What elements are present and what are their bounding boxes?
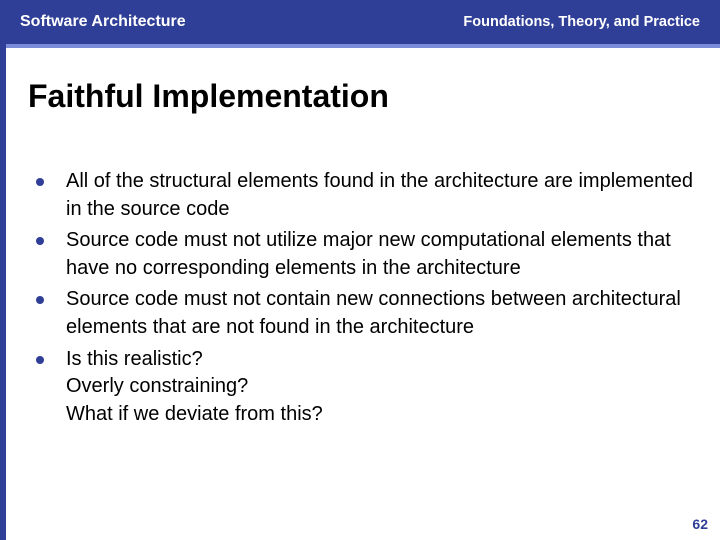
bullet-icon [36, 178, 44, 186]
header-bar: Software Architecture Foundations, Theor… [6, 0, 720, 44]
bullet-text: All of the structural elements found in … [66, 168, 696, 223]
header-left-text: Software Architecture [20, 13, 186, 31]
header-right-text: Foundations, Theory, and Practice [463, 14, 700, 30]
list-item: Is this realistic?Overly constraining?Wh… [30, 346, 696, 429]
list-item: All of the structural elements found in … [30, 168, 696, 223]
bullet-list: All of the structural elements found in … [30, 168, 696, 432]
header-underline [6, 44, 720, 48]
bullet-text: Source code must not contain new connect… [66, 286, 696, 341]
list-item: Source code must not contain new connect… [30, 286, 696, 341]
bullet-text: Source code must not utilize major new c… [66, 227, 696, 282]
left-border [0, 0, 6, 540]
slide-title: Faithful Implementation [28, 78, 389, 115]
bullet-icon [36, 237, 44, 245]
bullet-icon [36, 296, 44, 304]
slide: Software Architecture Foundations, Theor… [0, 0, 720, 540]
bullet-icon [36, 356, 44, 364]
page-number: 62 [692, 516, 708, 532]
bullet-text: Is this realistic?Overly constraining?Wh… [66, 346, 323, 429]
list-item: Source code must not utilize major new c… [30, 227, 696, 282]
